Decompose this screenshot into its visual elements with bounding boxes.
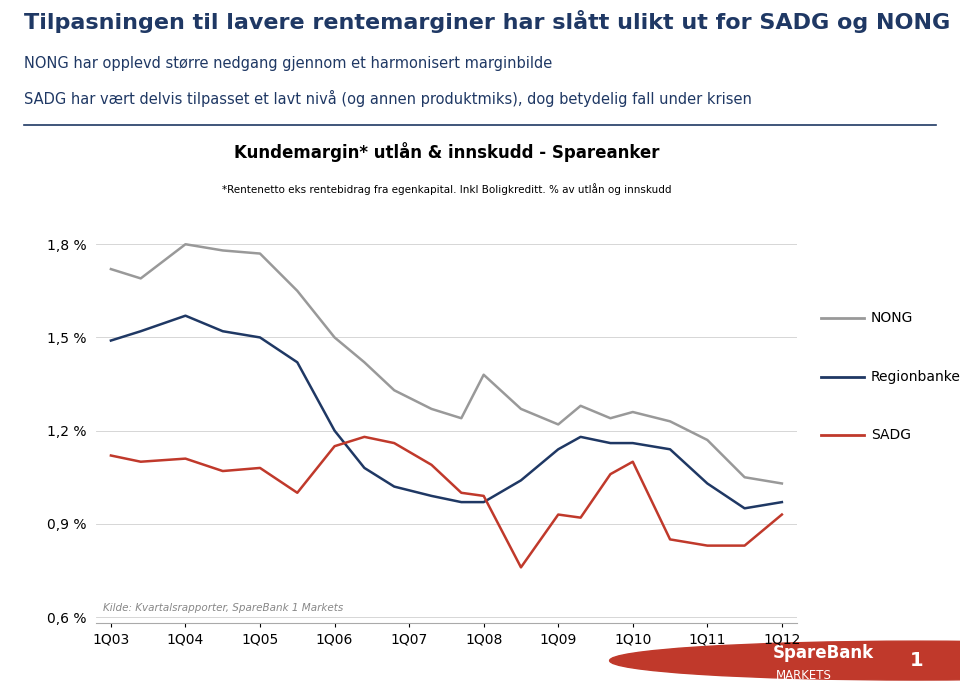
NONG: [776, 480, 787, 488]
NONG: [478, 370, 490, 379]
Regionbanker: [605, 439, 616, 447]
Regionbanker: [702, 480, 713, 488]
Regionbanker: [359, 464, 371, 472]
SADG: [359, 433, 371, 441]
Regionbanker: [456, 498, 468, 507]
Text: Regionbanker: Regionbanker: [871, 370, 960, 384]
SADG: [329, 442, 341, 451]
SADG: [776, 511, 787, 519]
NONG: [456, 414, 468, 422]
SADG: [739, 542, 751, 550]
NONG: [180, 240, 191, 248]
NONG: [627, 408, 638, 416]
NONG: [389, 386, 400, 395]
SADG: [456, 489, 468, 497]
SADG: [292, 489, 303, 497]
Circle shape: [610, 641, 960, 680]
NONG: [135, 274, 147, 283]
Regionbanker: [575, 433, 587, 441]
SADG: [627, 457, 638, 466]
SADG: [552, 511, 564, 519]
Text: 9: 9: [24, 653, 34, 668]
SADG: [389, 439, 400, 447]
Regionbanker: [180, 312, 191, 320]
Regionbanker: [254, 333, 266, 341]
SADG: [605, 470, 616, 478]
SADG: [254, 464, 266, 472]
NONG: [664, 417, 676, 426]
Regionbanker: [425, 492, 437, 500]
Regionbanker: [516, 476, 527, 484]
Line: Regionbanker: Regionbanker: [111, 316, 781, 509]
Text: 1: 1: [910, 651, 924, 670]
Text: Kundemargin* utlån & innskudd - Spareanker: Kundemargin* utlån & innskudd - Spareank…: [233, 142, 660, 162]
NONG: [359, 358, 371, 366]
Line: NONG: NONG: [111, 244, 781, 484]
Regionbanker: [478, 498, 490, 507]
NONG: [425, 405, 437, 413]
NONG: [605, 414, 616, 422]
Regionbanker: [106, 337, 117, 345]
SADG: [180, 455, 191, 463]
Regionbanker: [329, 426, 341, 435]
Regionbanker: [217, 327, 228, 335]
NONG: [329, 333, 341, 341]
Regionbanker: [627, 439, 638, 447]
SADG: [106, 451, 117, 460]
SADG: [664, 536, 676, 544]
Regionbanker: [552, 445, 564, 453]
NONG: [516, 405, 527, 413]
SADG: [575, 513, 587, 522]
Regionbanker: [292, 358, 303, 366]
NONG: [552, 420, 564, 428]
Regionbanker: [664, 445, 676, 453]
Line: SADG: SADG: [111, 437, 781, 567]
Text: SpareBank: SpareBank: [773, 644, 874, 662]
Text: MARKETS: MARKETS: [776, 670, 831, 682]
NONG: [217, 246, 228, 254]
Text: Tilpasningen til lavere rentemarginer har slått ulikt ut for SADG og NONG: Tilpasningen til lavere rentemarginer ha…: [24, 10, 950, 33]
NONG: [739, 473, 751, 482]
Text: NONG har opplevd større nedgang gjennom et harmonisert marginbilde: NONG har opplevd større nedgang gjennom …: [24, 56, 552, 71]
Regionbanker: [776, 498, 787, 507]
Text: NONG: NONG: [871, 311, 913, 325]
NONG: [292, 287, 303, 295]
SADG: [425, 461, 437, 469]
Text: 18.09.2012: 18.09.2012: [437, 653, 523, 668]
Regionbanker: [389, 482, 400, 491]
Regionbanker: [135, 327, 147, 335]
NONG: [106, 265, 117, 273]
Text: Kilde: Kvartalsrapporter, SpareBank 1 Markets: Kilde: Kvartalsrapporter, SpareBank 1 Ma…: [103, 603, 344, 613]
NONG: [254, 249, 266, 258]
SADG: [217, 467, 228, 475]
NONG: [575, 401, 587, 410]
Text: SADG: SADG: [871, 428, 911, 442]
SADG: [702, 542, 713, 550]
Text: SADG har vært delvis tilpasset et lavt nivå (og annen produktmiks), dog betydeli: SADG har vært delvis tilpasset et lavt n…: [24, 90, 752, 106]
Text: *Rentenetto eks rentebidrag fra egenkapital. Inkl Boligkreditt. % av utlån og in: *Rentenetto eks rentebidrag fra egenkapi…: [222, 183, 671, 195]
Regionbanker: [739, 504, 751, 513]
SADG: [478, 492, 490, 500]
SADG: [516, 563, 527, 571]
SADG: [135, 457, 147, 466]
NONG: [702, 436, 713, 444]
